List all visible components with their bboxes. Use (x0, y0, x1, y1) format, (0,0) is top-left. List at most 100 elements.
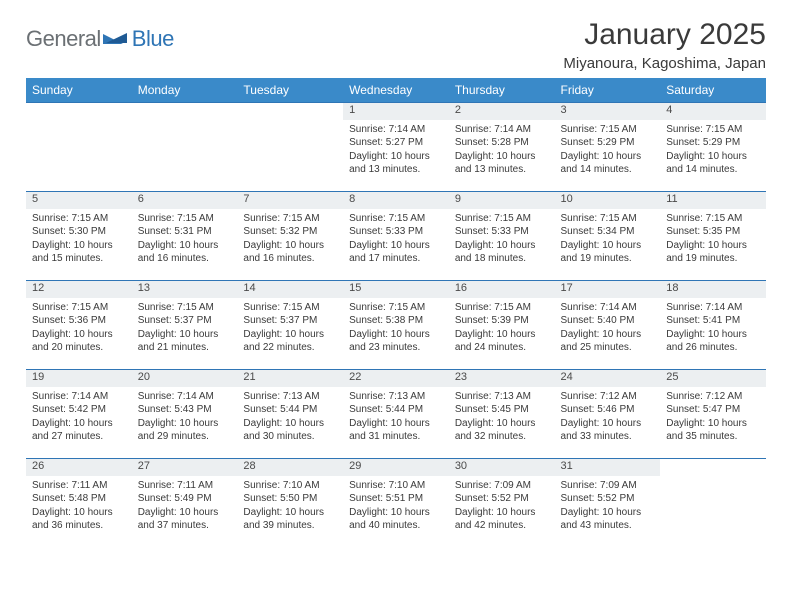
daylight-line: Daylight: 10 hours and 27 minutes. (32, 417, 126, 444)
sunrise-line: Sunrise: 7:15 AM (138, 301, 232, 315)
day-number-cell: 16 (449, 281, 555, 298)
sunrise-line: Sunrise: 7:15 AM (561, 123, 655, 137)
daylight-line: Daylight: 10 hours and 39 minutes. (243, 506, 337, 533)
sunrise-line: Sunrise: 7:13 AM (243, 390, 337, 404)
daylight-line: Daylight: 10 hours and 29 minutes. (138, 417, 232, 444)
sunset-line: Sunset: 5:41 PM (666, 314, 760, 328)
daylight-line: Daylight: 10 hours and 22 minutes. (243, 328, 337, 355)
header: General Blue January 2025 Miyanoura, Kag… (26, 18, 766, 72)
day-number-cell: 27 (132, 459, 238, 476)
day-content-cell: Sunrise: 7:13 AMSunset: 5:45 PMDaylight:… (449, 387, 555, 459)
sunrise-line: Sunrise: 7:14 AM (666, 301, 760, 315)
sunset-line: Sunset: 5:32 PM (243, 225, 337, 239)
day-content-cell: Sunrise: 7:15 AMSunset: 5:29 PMDaylight:… (555, 120, 661, 192)
title-block: January 2025 Miyanoura, Kagoshima, Japan (563, 18, 766, 72)
sunset-line: Sunset: 5:28 PM (455, 136, 549, 150)
day-content-cell: Sunrise: 7:14 AMSunset: 5:27 PMDaylight:… (343, 120, 449, 192)
day-number-cell: 22 (343, 370, 449, 387)
sunset-line: Sunset: 5:46 PM (561, 403, 655, 417)
content-row: Sunrise: 7:11 AMSunset: 5:48 PM Daylight:… (26, 476, 766, 548)
day-header: Wednesday (343, 78, 449, 103)
daynum-row: 12131415161718 (26, 281, 766, 298)
day-number-cell: 1 (343, 103, 449, 120)
day-number-cell (237, 103, 343, 120)
logo-flag-icon (103, 30, 129, 48)
sunrise-line: Sunrise: 7:09 AM (561, 479, 655, 493)
location: Miyanoura, Kagoshima, Japan (563, 55, 766, 72)
day-header: Tuesday (237, 78, 343, 103)
day-content-cell: Sunrise: 7:09 AMSunset: 5:52 PMDaylight:… (449, 476, 555, 548)
sunset-line: Sunset: 5:47 PM (666, 403, 760, 417)
sunset-line: Sunset: 5:44 PM (349, 403, 443, 417)
sunset-line: Sunset: 5:44 PM (243, 403, 337, 417)
day-content-cell: Sunrise: 7:11 AMSunset: 5:48 PMDaylight:… (26, 476, 132, 548)
day-content-cell (237, 120, 343, 192)
sunset-line: Sunset: 5:29 PM (561, 136, 655, 150)
daylight-line: Daylight: 10 hours and 30 minutes. (243, 417, 337, 444)
day-number-cell: 13 (132, 281, 238, 298)
day-content-cell: Sunrise: 7:14 AMSunset: 5:41 PMDaylight:… (660, 298, 766, 370)
day-number-cell: 24 (555, 370, 661, 387)
content-row: Sunrise: 7:15 AMSunset: 5:30 PMDaylight:… (26, 209, 766, 281)
day-content-cell: Sunrise: 7:15 AMSunset: 5:36 PMDaylight:… (26, 298, 132, 370)
day-number-cell: 23 (449, 370, 555, 387)
daylight-line: Daylight: 10 hours and 16 minutes. (138, 239, 232, 266)
day-number-cell: 28 (237, 459, 343, 476)
day-content-cell: Sunrise: 7:15 AMSunset: 5:34 PMDaylight:… (555, 209, 661, 281)
daynum-row: 567891011 (26, 192, 766, 209)
day-content-cell (26, 120, 132, 192)
day-number-cell: 17 (555, 281, 661, 298)
sunrise-line: Sunrise: 7:12 AM (561, 390, 655, 404)
sunset-line: Sunset: 5:31 PM (138, 225, 232, 239)
sunset-line: Sunset: 5:51 PM (349, 492, 443, 506)
sunrise-line: Sunrise: 7:14 AM (349, 123, 443, 137)
day-number-cell: 26 (26, 459, 132, 476)
day-number-cell: 3 (555, 103, 661, 120)
day-content-cell: Sunrise: 7:14 AMSunset: 5:28 PMDaylight:… (449, 120, 555, 192)
daynum-row: 262728293031 (26, 459, 766, 476)
daylight-line: Daylight: 10 hours and 16 minutes. (243, 239, 337, 266)
day-number-cell: 29 (343, 459, 449, 476)
day-content-cell: Sunrise: 7:15 AMSunset: 5:37 PMDaylight:… (237, 298, 343, 370)
day-content-cell: Sunrise: 7:15 AMSunset: 5:29 PMDaylight:… (660, 120, 766, 192)
sunset-line: Sunset: 5:33 PM (455, 225, 549, 239)
sunset-line: Sunset: 5:39 PM (455, 314, 549, 328)
day-content-cell: Sunrise: 7:10 AMSunset: 5:50 PMDaylight:… (237, 476, 343, 548)
day-content-cell: Sunrise: 7:10 AMSunset: 5:51 PMDaylight:… (343, 476, 449, 548)
sunset-line: Sunset: 5:35 PM (666, 225, 760, 239)
sunset-line: Sunset: 5:37 PM (243, 314, 337, 328)
sunset-line: Sunset: 5:29 PM (666, 136, 760, 150)
sunrise-line: Sunrise: 7:15 AM (455, 301, 549, 315)
sunrise-line: Sunrise: 7:11 AM (32, 479, 126, 493)
day-number-cell: 14 (237, 281, 343, 298)
sunset-line: Sunset: 5:45 PM (455, 403, 549, 417)
sunset-line: Sunset: 5:48 PM (32, 492, 126, 506)
sunset-line: Sunset: 5:42 PM (32, 403, 126, 417)
day-number-cell: 19 (26, 370, 132, 387)
day-content-cell (660, 476, 766, 548)
day-number-cell: 30 (449, 459, 555, 476)
sunset-line: Sunset: 5:37 PM (138, 314, 232, 328)
day-number-cell: 4 (660, 103, 766, 120)
daylight-line: Daylight: 10 hours and 13 minutes. (349, 150, 443, 177)
day-number-cell: 8 (343, 192, 449, 209)
logo: General Blue (26, 26, 174, 52)
day-content-cell: Sunrise: 7:13 AMSunset: 5:44 PMDaylight:… (343, 387, 449, 459)
sunset-line: Sunset: 5:33 PM (349, 225, 443, 239)
day-content-cell: Sunrise: 7:09 AMSunset: 5:52 PMDaylight:… (555, 476, 661, 548)
day-content-cell: Sunrise: 7:12 AMSunset: 5:46 PMDaylight:… (555, 387, 661, 459)
day-content-cell: Sunrise: 7:15 AMSunset: 5:39 PMDaylight:… (449, 298, 555, 370)
day-content-cell: Sunrise: 7:15 AMSunset: 5:30 PMDaylight:… (26, 209, 132, 281)
sunrise-line: Sunrise: 7:15 AM (243, 212, 337, 226)
daylight-line: Daylight: 10 hours and 42 minutes. (455, 506, 549, 533)
day-number-cell: 21 (237, 370, 343, 387)
day-content-cell: Sunrise: 7:15 AMSunset: 5:33 PMDaylight:… (343, 209, 449, 281)
daylight-line: Daylight: 10 hours and 32 minutes. (455, 417, 549, 444)
sunrise-line: Sunrise: 7:14 AM (455, 123, 549, 137)
month-title: January 2025 (563, 18, 766, 51)
daylight-line: Daylight: 10 hours and 25 minutes. (561, 328, 655, 355)
day-number-cell: 7 (237, 192, 343, 209)
day-content-cell: Sunrise: 7:11 AMSunset: 5:49 PMDaylight:… (132, 476, 238, 548)
day-header: Sunday (26, 78, 132, 103)
day-number-cell: 10 (555, 192, 661, 209)
